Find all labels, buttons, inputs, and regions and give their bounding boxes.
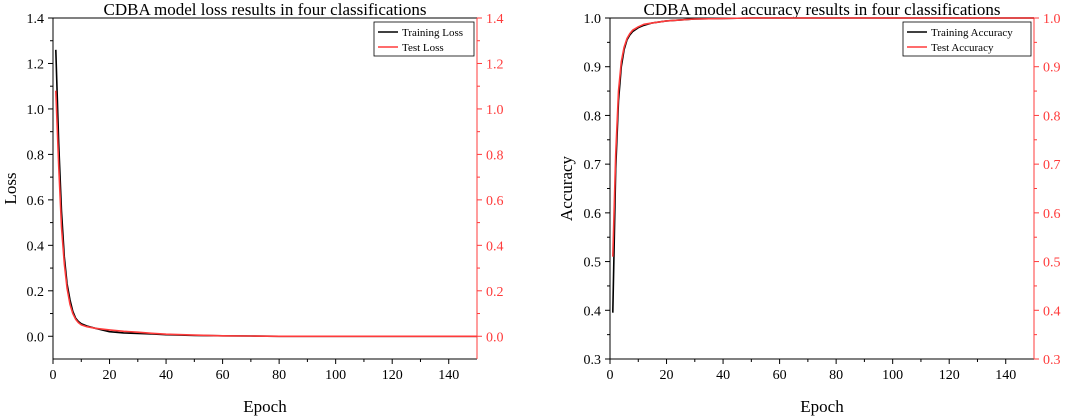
x-tick-label: 0 xyxy=(607,368,614,383)
x-tick-label: 40 xyxy=(716,368,730,383)
x-tick-label: 120 xyxy=(939,368,960,383)
y-tick-label: 0.4 xyxy=(584,304,602,319)
y-tick-label: 0.0 xyxy=(27,330,45,345)
y2-tick-label: 1.2 xyxy=(486,57,504,72)
y2-tick-label: 0.7 xyxy=(1043,158,1061,173)
chart-title: CDBA model accuracy results in four clas… xyxy=(644,0,1001,19)
y-tick-label: 0.7 xyxy=(584,158,602,173)
y-tick-label: 0.3 xyxy=(584,353,602,368)
x-tick-label: 80 xyxy=(829,368,843,383)
legend-label: Test Loss xyxy=(402,42,444,54)
legend-box xyxy=(902,21,1032,57)
x-tick-label: 120 xyxy=(382,368,403,383)
series-line-training-loss xyxy=(55,49,477,338)
series-line-test-accuracy xyxy=(612,17,1034,257)
y2-tick-label: 0.8 xyxy=(1043,109,1061,124)
y2-tick-label: 0.8 xyxy=(486,148,504,163)
x-tick-label: 140 xyxy=(438,368,459,383)
series-line-training-accuracy xyxy=(612,17,1034,313)
y-tick-label: 0.2 xyxy=(27,285,45,300)
y2-tick-label: 0.5 xyxy=(1043,256,1061,271)
x-tick-label: 20 xyxy=(660,368,674,383)
y2-tick-label: 0.9 xyxy=(1043,61,1061,76)
y-tick-label: 0.6 xyxy=(27,194,45,209)
accuracy-chart: CDBA model accuracy results in four clas… xyxy=(557,0,1061,416)
y-tick-label: 0.9 xyxy=(584,61,602,76)
y-tick-label: 0.8 xyxy=(584,109,602,124)
y-tick-label: 1.2 xyxy=(27,57,45,72)
y2-tick-label: 0.2 xyxy=(486,285,504,300)
y-tick-label: 0.8 xyxy=(27,148,45,163)
x-tick-label: 40 xyxy=(159,368,173,383)
y2-tick-label: 1.0 xyxy=(1043,12,1061,27)
legend-label: Training Loss xyxy=(402,27,463,39)
loss-chart: CDBA model loss results in four classifi… xyxy=(1,0,504,416)
y2-tick-label: 0.4 xyxy=(486,239,504,254)
legend-label: Test Accuracy xyxy=(931,42,994,54)
y2-tick-label: 0.3 xyxy=(1043,353,1061,368)
series-line-test-loss xyxy=(55,90,477,338)
y2-tick-label: 1.4 xyxy=(486,12,504,27)
x-tick-label: 20 xyxy=(103,368,117,383)
x-tick-label: 140 xyxy=(995,368,1016,383)
y-tick-label: 0.4 xyxy=(27,239,45,254)
legend-box xyxy=(373,21,475,57)
x-tick-label: 60 xyxy=(216,368,230,383)
y2-tick-label: 1.0 xyxy=(486,103,504,118)
y2-tick-label: 0.4 xyxy=(1043,304,1061,319)
y2-tick-label: 0.6 xyxy=(486,194,504,209)
x-tick-label: 80 xyxy=(272,368,286,383)
x-tick-label: 100 xyxy=(325,368,346,383)
y-tick-label: 0.5 xyxy=(584,256,602,271)
y-axis-label: Accuracy xyxy=(557,155,576,221)
x-tick-label: 0 xyxy=(50,368,57,383)
legend-label: Training Accuracy xyxy=(931,27,1013,39)
y-axis-label: Loss xyxy=(1,172,20,204)
y-tick-label: 0.6 xyxy=(584,207,602,222)
y-tick-label: 1.0 xyxy=(584,12,602,27)
x-tick-label: 100 xyxy=(882,368,903,383)
y-tick-label: 1.0 xyxy=(27,103,45,118)
x-tick-label: 60 xyxy=(773,368,787,383)
chart-title: CDBA model loss results in four classifi… xyxy=(104,0,427,19)
x-axis-label: Epoch xyxy=(800,397,844,416)
y2-tick-label: 0.0 xyxy=(486,330,504,345)
y2-tick-label: 0.6 xyxy=(1043,207,1061,222)
x-axis-label: Epoch xyxy=(243,397,287,416)
y-tick-label: 1.4 xyxy=(27,12,45,27)
